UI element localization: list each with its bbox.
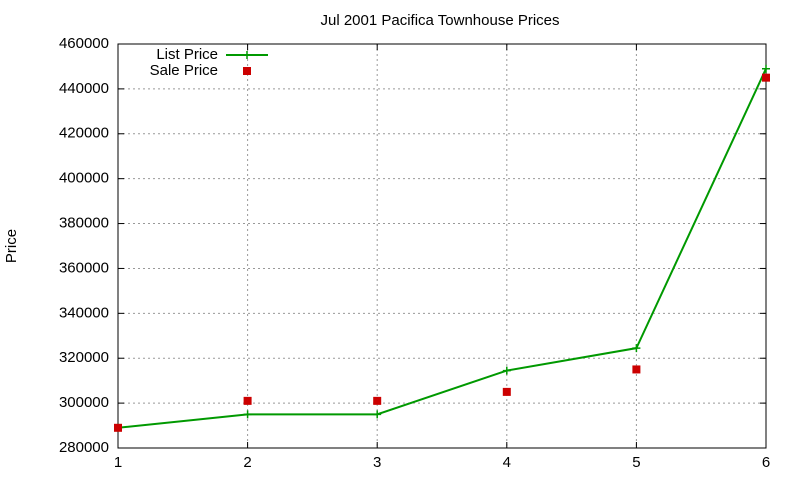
y-tick-label: 400000 [59,170,109,187]
legend-label: List Price [156,46,218,63]
series-line [117,68,767,429]
y-axis-label: Price [3,229,20,263]
y-tick-label: 360000 [59,259,109,276]
point-marker [762,73,770,82]
x-tick-label: 3 [373,454,381,471]
y-tick-label: 340000 [59,304,109,321]
plot-border [117,43,767,449]
point-marker [243,396,252,405]
x-tick-label: 4 [503,454,511,471]
point-marker [243,410,252,419]
y-tick-label: 280000 [59,439,109,456]
x-tick-label: 1 [114,454,122,471]
point-marker [243,51,251,59]
x-tick-label: 5 [632,454,640,471]
point-marker [632,344,641,353]
legend-label: Sale Price [150,62,218,79]
point-marker [502,366,511,375]
point-marker [114,423,122,432]
point-marker [373,396,382,405]
chart-title: Jul 2001 Pacifica Townhouse Prices [320,12,559,29]
point-marker [373,410,382,419]
point-marker [502,387,511,396]
x-tick-label: 2 [243,454,251,471]
point-marker [632,365,641,374]
y-tick-label: 300000 [59,394,109,411]
y-tick-label: 460000 [59,35,109,52]
x-tick-label: 6 [762,454,770,471]
y-tick-label: 380000 [59,215,109,232]
point-marker [762,64,770,73]
y-tick-label: 320000 [59,349,109,366]
y-tick-label: 440000 [59,80,109,97]
point-marker [243,67,251,75]
y-tick-label: 420000 [59,125,109,142]
